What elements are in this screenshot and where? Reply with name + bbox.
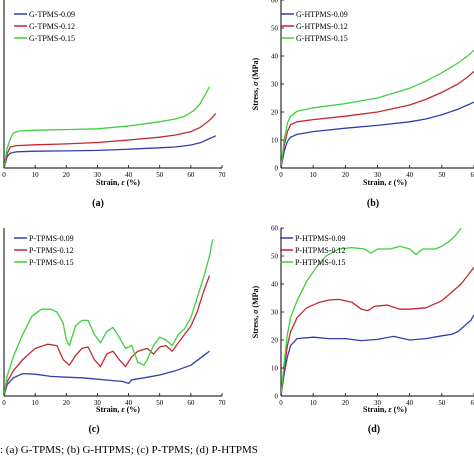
panel-b-chart: 0 10 20 30 40 50 60 0 10 20 30 40 50 60 Stress, σ (MP… — [251, 0, 474, 209]
y-tick-label: 60 — [271, 0, 279, 5]
x-tick-label: 50 — [156, 171, 164, 179]
y-tick-label: 0 — [275, 393, 279, 401]
x-tick-label: 60 — [471, 399, 474, 407]
panel-a-axes — [3, 0, 222, 169]
series-line-g-tpms-0.15 — [4, 86, 211, 168]
y-tick-label: 40 — [271, 53, 279, 61]
y-tick-label: 20 — [271, 109, 279, 117]
x-tick-label: 60 — [471, 171, 474, 179]
x-tick-label: 60 — [187, 171, 195, 179]
series-line-g-tpms-0.09 — [4, 135, 217, 168]
panel-b-xlabel: Strain, ε (%) — [363, 178, 407, 187]
y-tick-label: 50 — [271, 253, 279, 261]
figure-caption: : (a) G-TPMS; (b) G-HTPMS; (c) P-TPMS; (… — [0, 444, 258, 456]
x-tick-label: 10 — [310, 171, 318, 179]
panel-c-chart: 0 10 20 30 40 50 60 70 Strain, ε (%) (c) P-TPMS… — [2, 228, 226, 435]
x-tick-label: 50 — [156, 399, 164, 407]
y-tick-label: 10 — [271, 365, 279, 373]
x-tick-label: 0 — [2, 171, 6, 179]
legend-label: G-HTPMS-0.12 — [296, 22, 348, 31]
panel-c-label: (c) — [88, 424, 99, 435]
series-line-g-tpms-0.12 — [4, 112, 217, 168]
panel-a-xlabel: Strain, ε (%) — [96, 178, 140, 187]
y-tick-label: 0 — [275, 165, 279, 173]
series-line-p-htpms-0.09 — [281, 314, 474, 396]
legend-label: G-HTPMS-0.09 — [296, 10, 348, 19]
x-tick-label: 30 — [94, 171, 102, 179]
x-tick-label: 30 — [94, 399, 102, 407]
panel-a-chart: 0 10 20 30 40 50 60 70 Strain, ε (%) (a) G-TPMS… — [2, 0, 226, 209]
x-tick-label: 50 — [438, 399, 446, 407]
y-tick-label: 40 — [271, 281, 279, 289]
panel-a-label: (a) — [92, 198, 104, 209]
series-line-p-tpms-0.09 — [4, 350, 210, 396]
x-tick-label: 0 — [279, 399, 283, 407]
x-tick-label: 40 — [125, 399, 133, 407]
series-line-p-htpms-0.15 — [281, 228, 462, 396]
x-tick-label: 10 — [310, 399, 318, 407]
panel-a-legend: G-TPMS-0.09 G-TPMS-0.12 G-TPMS-0.15 — [14, 10, 75, 43]
series-line-g-htpms-0.15 — [281, 49, 474, 168]
x-tick-label: 0 — [279, 171, 283, 179]
x-tick-label: 50 — [438, 171, 446, 179]
legend-label: P-TPMS-0.09 — [29, 234, 74, 243]
series-line-p-htpms-0.12 — [281, 266, 474, 396]
x-tick-label: 20 — [342, 399, 350, 407]
x-tick-label: 20 — [342, 171, 350, 179]
panel-b-legend: G-HTPMS-0.09 G-HTPMS-0.12 G-HTPMS-0.15 — [281, 10, 348, 43]
x-tick-label: 40 — [125, 171, 133, 179]
series-line-p-tpms-0.12 — [4, 275, 211, 396]
series-line-p-tpms-0.15 — [4, 239, 214, 396]
x-tick-label: 60 — [187, 399, 195, 407]
x-tick-label: 10 — [32, 399, 40, 407]
panel-c-axes — [3, 228, 222, 397]
x-tick-label: 0 — [2, 399, 6, 407]
x-tick-label: 40 — [406, 399, 414, 407]
legend-label: P-HTPMS-0.09 — [295, 234, 345, 243]
panel-d-chart: 0 10 20 30 40 50 60 0 10 20 30 40 50 60 Stress, σ (MP… — [251, 225, 474, 435]
legend-label: G-TPMS-0.09 — [29, 10, 75, 19]
legend-label: G-TPMS-0.12 — [29, 22, 75, 31]
series-line-g-htpms-0.09 — [281, 101, 474, 168]
y-tick-label: 30 — [271, 81, 279, 89]
panel-d-ylabel: Stress, σ (MPa) — [251, 285, 260, 338]
panel-b-label: (b) — [367, 198, 379, 209]
y-tick-label: 30 — [271, 309, 279, 317]
y-tick-label: 10 — [271, 137, 279, 145]
panel-b-ylabel: Stress, σ (MPa) — [251, 57, 260, 110]
y-tick-label: 50 — [271, 25, 279, 33]
panel-d-label: (d) — [368, 424, 380, 435]
panel-c-legend: P-TPMS-0.09 P-TPMS-0.12 P-TPMS-0.15 — [14, 234, 74, 267]
legend-label: P-TPMS-0.12 — [29, 246, 74, 255]
legend-label: P-TPMS-0.15 — [29, 258, 74, 267]
panel-d-xlabel: Strain, ε (%) — [363, 405, 407, 414]
panel-d-legend: P-HTPMS-0.09 P-HTPMS-0.12 P-HTPMS-0.15 — [280, 234, 345, 267]
legend-label: G-HTPMS-0.15 — [296, 34, 348, 43]
x-tick-label: 70 — [219, 171, 227, 179]
y-tick-label: 20 — [271, 337, 279, 345]
panel-c-xlabel: Strain, ε (%) — [96, 405, 140, 414]
x-tick-label: 30 — [374, 171, 382, 179]
y-tick-label: 60 — [271, 225, 279, 233]
legend-label: G-TPMS-0.15 — [29, 34, 75, 43]
legend-label: P-HTPMS-0.15 — [295, 258, 345, 267]
x-tick-label: 30 — [374, 399, 382, 407]
x-tick-label: 20 — [63, 171, 71, 179]
x-tick-label: 40 — [406, 171, 414, 179]
legend-label: P-HTPMS-0.12 — [295, 246, 345, 255]
x-tick-label: 20 — [63, 399, 71, 407]
series-line-g-htpms-0.12 — [281, 70, 474, 168]
x-tick-label: 10 — [32, 171, 40, 179]
x-tick-label: 70 — [219, 399, 227, 407]
